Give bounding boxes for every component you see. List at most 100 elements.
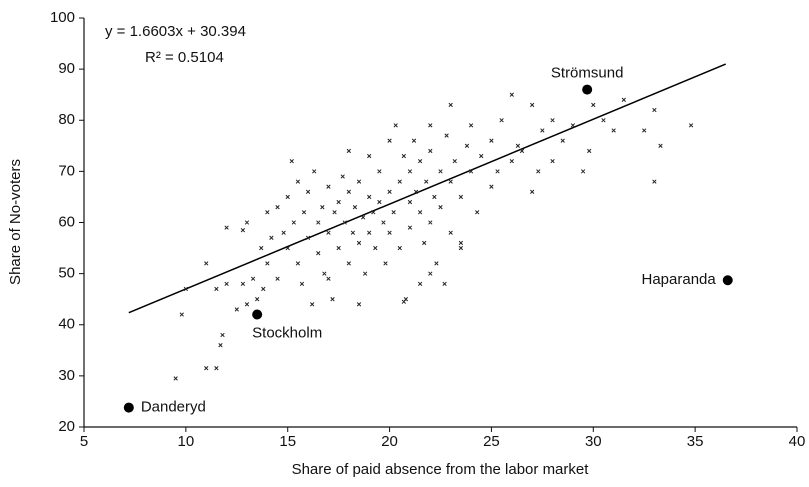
point bbox=[330, 297, 335, 302]
point bbox=[183, 286, 189, 292]
point bbox=[240, 281, 246, 287]
point bbox=[428, 220, 433, 225]
point bbox=[438, 169, 443, 174]
point bbox=[621, 97, 626, 102]
point bbox=[362, 271, 368, 276]
point bbox=[591, 102, 596, 108]
point bbox=[310, 302, 315, 307]
point bbox=[452, 158, 457, 164]
point bbox=[407, 225, 413, 230]
point bbox=[587, 148, 592, 154]
point bbox=[540, 128, 545, 133]
point bbox=[371, 210, 376, 215]
x-tick-label: 20 bbox=[381, 433, 398, 450]
highlight-point bbox=[252, 309, 263, 320]
point bbox=[259, 245, 264, 251]
point bbox=[299, 281, 305, 287]
point bbox=[464, 143, 470, 148]
point bbox=[224, 281, 229, 287]
point bbox=[428, 271, 433, 276]
trendline bbox=[128, 63, 726, 314]
point bbox=[458, 245, 464, 251]
point bbox=[530, 102, 535, 108]
y-tick-label: 90 bbox=[58, 60, 75, 77]
point bbox=[265, 210, 270, 215]
point bbox=[652, 107, 657, 113]
point bbox=[316, 220, 321, 225]
point bbox=[265, 261, 270, 266]
point bbox=[346, 261, 351, 266]
point bbox=[387, 189, 392, 194]
point bbox=[336, 199, 341, 205]
point bbox=[360, 215, 366, 220]
point bbox=[489, 184, 494, 189]
point bbox=[381, 220, 386, 225]
y-axis-label: Share of No-voters bbox=[7, 159, 24, 285]
point bbox=[652, 179, 657, 184]
point bbox=[173, 376, 178, 381]
point bbox=[658, 143, 663, 148]
point bbox=[320, 205, 325, 210]
point-label: Danderyd bbox=[141, 399, 206, 416]
point bbox=[261, 286, 266, 292]
point-label: Haparanda bbox=[642, 271, 717, 288]
point bbox=[424, 179, 429, 184]
y-tick-label: 100 bbox=[50, 9, 75, 26]
equation: y = 1.6603x + 30.394 bbox=[105, 23, 246, 40]
point bbox=[407, 199, 413, 205]
x-tick-label: 25 bbox=[483, 433, 500, 450]
point bbox=[352, 205, 358, 210]
r-squared: R² = 0.5104 bbox=[145, 49, 224, 66]
point bbox=[322, 271, 327, 276]
point bbox=[580, 169, 586, 174]
point bbox=[397, 245, 402, 251]
point bbox=[269, 235, 274, 240]
y-tick-label: 40 bbox=[58, 316, 75, 333]
point bbox=[417, 158, 423, 164]
y-tick-label: 30 bbox=[58, 367, 75, 384]
point bbox=[448, 102, 453, 108]
point bbox=[489, 138, 494, 143]
point bbox=[204, 366, 209, 371]
point bbox=[444, 133, 449, 138]
point bbox=[509, 158, 514, 164]
point bbox=[509, 92, 514, 97]
point bbox=[367, 153, 372, 159]
point bbox=[356, 240, 362, 246]
point bbox=[332, 210, 337, 215]
point bbox=[281, 230, 286, 235]
point bbox=[383, 261, 388, 266]
point bbox=[550, 158, 555, 164]
point bbox=[295, 179, 301, 184]
point bbox=[305, 189, 311, 194]
point bbox=[373, 245, 378, 251]
y-tick-label: 50 bbox=[58, 265, 75, 282]
point bbox=[438, 205, 443, 210]
point bbox=[250, 276, 256, 281]
point bbox=[458, 194, 464, 200]
point bbox=[642, 128, 647, 133]
point bbox=[301, 210, 307, 215]
point bbox=[214, 366, 219, 371]
point bbox=[611, 128, 616, 133]
point bbox=[428, 148, 433, 154]
point-label: Stockholm bbox=[252, 324, 322, 341]
point bbox=[391, 210, 396, 215]
point bbox=[570, 123, 576, 128]
point bbox=[495, 169, 500, 174]
point bbox=[688, 123, 694, 128]
point bbox=[397, 179, 402, 184]
point bbox=[560, 138, 565, 143]
point bbox=[367, 194, 372, 200]
point bbox=[179, 312, 184, 317]
point bbox=[458, 240, 464, 246]
point bbox=[275, 205, 280, 210]
point bbox=[387, 230, 392, 235]
point bbox=[326, 184, 331, 189]
point bbox=[417, 281, 423, 287]
point bbox=[432, 194, 437, 200]
point bbox=[218, 343, 223, 348]
point bbox=[434, 261, 439, 266]
point bbox=[468, 169, 474, 174]
point bbox=[289, 158, 294, 164]
